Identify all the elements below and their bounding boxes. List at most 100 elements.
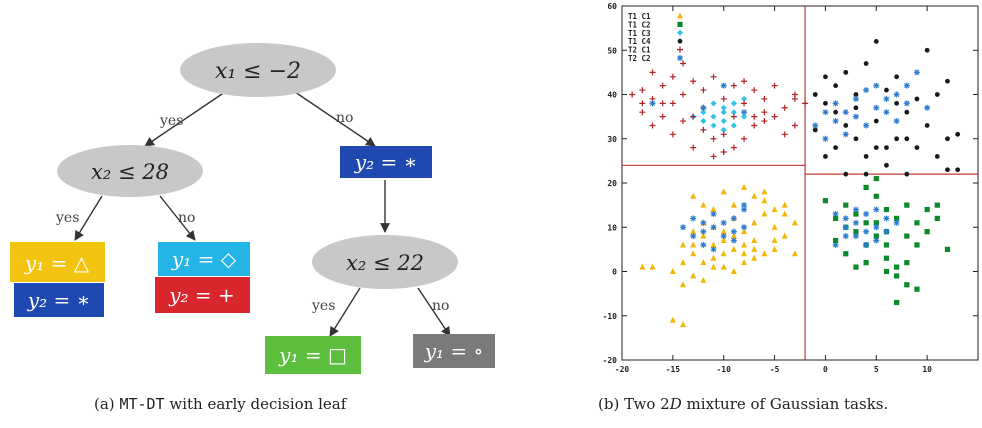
series-t1-c1	[639, 183, 798, 328]
data-point	[720, 95, 727, 102]
data-point	[690, 250, 697, 257]
data-point	[883, 255, 890, 261]
data-point	[730, 201, 737, 208]
data-point	[913, 69, 920, 76]
root-node	[180, 43, 336, 97]
caption-a-text: with early decision leaf	[169, 395, 347, 413]
data-point	[690, 233, 697, 240]
y-tick-label: 40	[607, 91, 617, 100]
y-tick-label: 50	[607, 46, 617, 55]
data-point	[863, 228, 870, 235]
data-point	[730, 122, 737, 129]
data-point	[741, 206, 748, 213]
data-point	[700, 228, 707, 235]
data-point	[924, 104, 931, 111]
axis-ticks: -20 -15 -10 -5 0 5 10 -20 -10 0 10 20 30 40 50 60	[603, 2, 978, 374]
data-point	[863, 241, 870, 248]
data-point	[791, 219, 798, 226]
data-point	[852, 206, 859, 213]
data-point	[944, 246, 951, 252]
data-point	[873, 175, 879, 182]
data-point	[863, 122, 870, 129]
data-point	[945, 167, 950, 173]
plot-frame	[621, 5, 979, 361]
data-point	[894, 136, 900, 142]
data-point	[700, 276, 707, 283]
data-point	[669, 73, 676, 80]
legend-marker	[677, 29, 683, 36]
data-point	[894, 264, 900, 270]
data-point	[823, 74, 828, 80]
series-t2-c1	[629, 60, 809, 160]
data-point	[852, 113, 859, 120]
data-point	[751, 113, 758, 120]
data-point	[710, 113, 717, 120]
data-point	[883, 206, 890, 213]
leaf-c	[265, 336, 361, 374]
edge-right-d	[417, 287, 451, 337]
data-point	[791, 91, 798, 98]
data-point	[720, 126, 727, 133]
data-point	[771, 223, 778, 230]
data-point	[741, 95, 748, 102]
data-point	[894, 299, 900, 306]
data-point	[822, 135, 829, 142]
x-tick-label: 0	[823, 365, 828, 374]
edge-root-right	[294, 91, 376, 147]
legend-label: T2 C2	[628, 54, 651, 63]
data-point	[904, 109, 910, 115]
data-point	[914, 242, 920, 248]
data-point	[700, 201, 707, 208]
root-node-label: x₁ ≤ −2	[215, 59, 301, 84]
edge-left-a	[74, 195, 103, 241]
data-point	[832, 100, 839, 107]
data-point	[924, 47, 930, 53]
data-point	[842, 215, 849, 222]
data-point	[873, 224, 880, 231]
data-point	[833, 237, 839, 244]
data-point	[883, 109, 890, 116]
data-point	[720, 118, 727, 125]
data-point	[904, 282, 910, 288]
series-t1-c4	[812, 39, 961, 177]
data-point	[720, 188, 727, 195]
data-point	[914, 96, 920, 102]
data-point	[730, 82, 737, 89]
x-tick-label: -20	[615, 365, 630, 374]
data-point	[710, 73, 717, 80]
data-point	[781, 104, 788, 111]
data-point	[843, 202, 849, 208]
data-point	[751, 237, 758, 244]
data-point	[659, 100, 666, 107]
data-point	[720, 109, 727, 116]
y-tick-label: 30	[607, 135, 617, 144]
data-point	[863, 184, 869, 191]
data-point	[781, 232, 788, 239]
data-point	[904, 136, 910, 142]
data-point	[720, 149, 727, 156]
data-point	[863, 210, 870, 217]
data-point	[873, 145, 879, 151]
data-point	[690, 272, 697, 279]
caption-a: (a) MT-DT with early decision leaf	[94, 395, 346, 413]
data-point	[659, 82, 666, 89]
caption-b: (b) Two 2D mixture of Gaussian tasks.	[598, 395, 888, 413]
data-point	[730, 232, 737, 239]
data-point	[823, 100, 828, 106]
data-point	[751, 245, 758, 252]
data-point	[852, 219, 859, 226]
x-tick-label: -15	[666, 365, 681, 374]
data-point	[893, 219, 900, 226]
data-point	[690, 113, 697, 120]
data-point	[680, 118, 687, 125]
data-point	[884, 145, 889, 151]
data-point	[873, 118, 879, 124]
data-point	[639, 263, 646, 270]
data-point	[832, 210, 839, 217]
data-point	[823, 154, 828, 159]
data-point	[710, 122, 717, 129]
data-point	[710, 241, 717, 248]
data-point	[690, 215, 697, 222]
data-point	[853, 229, 859, 235]
data-point	[669, 100, 676, 107]
